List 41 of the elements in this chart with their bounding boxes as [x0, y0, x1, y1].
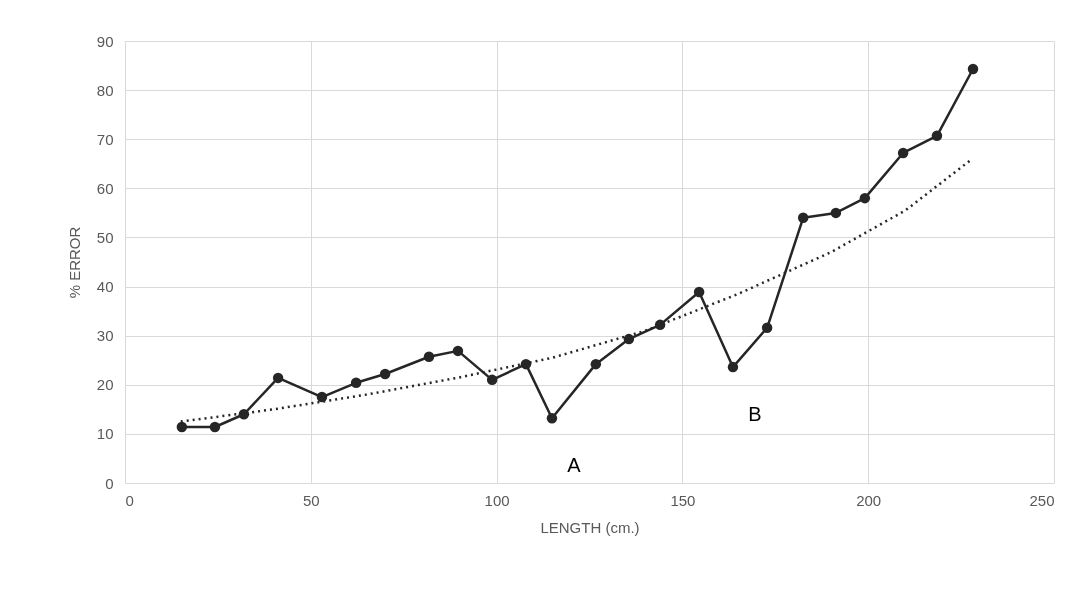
y-tick-label: 80	[96, 81, 114, 99]
point	[176, 421, 188, 433]
point	[727, 361, 739, 373]
point	[379, 368, 391, 380]
point	[967, 63, 979, 75]
point	[623, 333, 635, 345]
x-tick-label: 0	[125, 491, 134, 509]
point	[590, 358, 602, 370]
y-tick-label: 0	[105, 474, 114, 492]
y-tick-label: 30	[96, 327, 114, 345]
point	[486, 374, 498, 386]
point	[452, 345, 464, 357]
x-tick-label: 150	[670, 491, 696, 509]
point	[546, 412, 558, 424]
y-tick-label: 10	[96, 425, 114, 443]
x-tick-label: 250	[1029, 491, 1055, 509]
point	[761, 322, 773, 334]
y-tick-label: 40	[96, 278, 114, 296]
x-tick-label: 200	[856, 491, 882, 509]
point	[423, 351, 435, 363]
annotation: B	[748, 403, 762, 426]
y-tick-label: 60	[96, 179, 114, 197]
x-axis-title: LENGTH (cm.)	[540, 518, 640, 536]
point	[897, 147, 909, 159]
point	[209, 421, 221, 433]
point	[350, 377, 362, 389]
x-tick-label: 50	[302, 491, 320, 509]
annotation: A	[567, 454, 582, 477]
y-tick-label: 50	[96, 228, 114, 246]
point	[693, 286, 705, 298]
point	[931, 130, 943, 142]
y-tick-label: 90	[96, 32, 114, 50]
y-axis-title: % ERROR	[65, 226, 83, 299]
point	[830, 207, 842, 219]
y-tick-label: 70	[96, 130, 114, 148]
x-tick-label: 100	[484, 491, 510, 509]
point	[272, 372, 284, 384]
point	[859, 192, 871, 204]
y-tick-label: 20	[96, 376, 114, 394]
point	[316, 391, 328, 403]
point	[797, 212, 809, 224]
